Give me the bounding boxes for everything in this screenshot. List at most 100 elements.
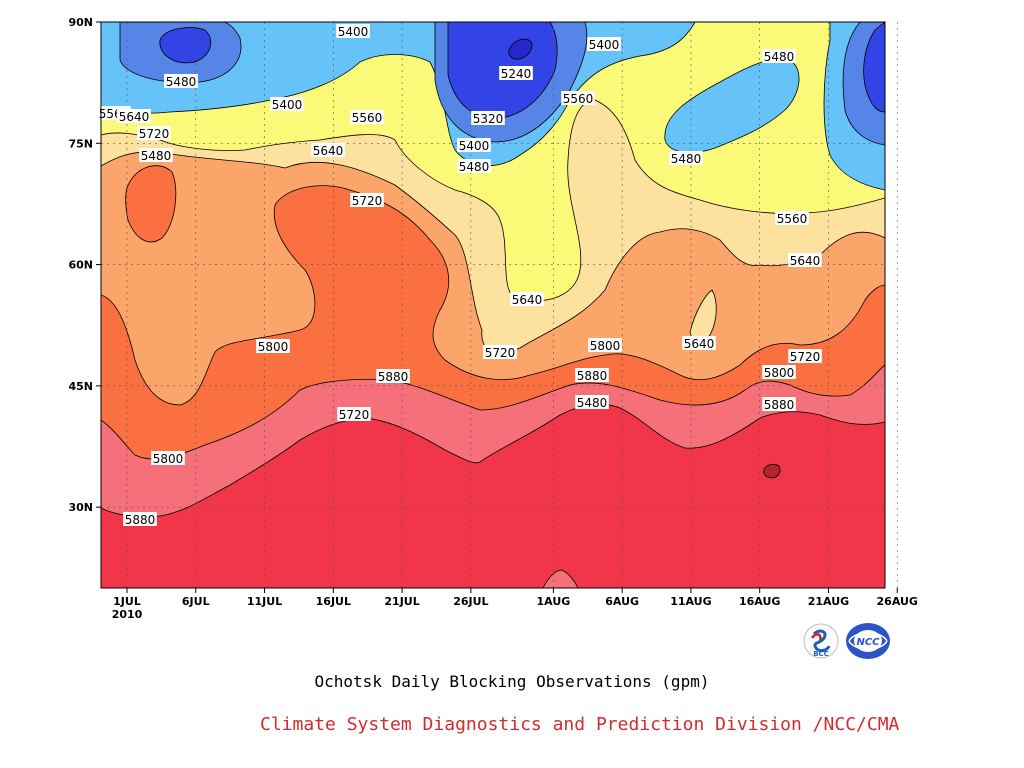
band-5400-5480-island — [664, 58, 800, 153]
contour-label-text: 5640 — [119, 110, 150, 124]
contour-label: 5800 — [762, 365, 796, 380]
contour-label-text: 5720 — [485, 346, 516, 360]
contour-label-bg — [376, 369, 410, 383]
contour-label-text: 5880 — [577, 369, 608, 383]
contour-label-bg — [117, 109, 151, 123]
contour-label-bg — [337, 407, 371, 421]
contour-label-text: 5400 — [459, 139, 490, 153]
x-tick-label: 1JUL — [113, 595, 141, 608]
contour-label-text: 5880 — [125, 513, 156, 527]
y-tick-label: 30N — [68, 501, 93, 514]
contour-label: 5400 — [457, 138, 491, 153]
contour-label: 5720 — [788, 349, 822, 364]
contour-label-bg — [336, 24, 370, 38]
contour-label-text: 5800 — [258, 340, 289, 354]
contour-fill-layer — [101, 22, 885, 588]
x-tick-year: 2010 — [112, 608, 143, 621]
contour-chart: 5400 5480 5560 5640 5720 5480 5400 5480 5560 5640… — [68, 16, 918, 621]
contour-label: 5640 — [682, 336, 716, 351]
contour-label: 5720 — [337, 407, 371, 422]
contour-label-bg — [499, 66, 533, 80]
contour-label-text: 5720 — [339, 408, 370, 422]
contour-label: 5880 — [123, 512, 157, 527]
contour-label: 5720 — [350, 193, 384, 208]
contour-label-text: 5320 — [473, 112, 504, 126]
contour-label: 5880 — [762, 397, 796, 412]
contour-label: 5640 — [117, 109, 151, 124]
contour-label-text: 5640 — [684, 337, 715, 351]
contour-label-text: 5640 — [512, 293, 543, 307]
contour-label-text: 5640 — [790, 254, 821, 268]
contour-label-text: 5240 — [501, 67, 532, 81]
contour-label-text: 5720 — [352, 194, 383, 208]
contour-label: 5480 — [575, 395, 609, 410]
contour-label: 5560 — [350, 110, 384, 125]
band-5720-5800-island — [125, 165, 177, 243]
band-gt-5960 — [763, 463, 781, 479]
contour-label-bg — [350, 110, 384, 124]
x-tick-label: 11AUG — [670, 595, 711, 608]
contour-label-text: 5720 — [790, 350, 821, 364]
contour-label: 5480 — [139, 148, 173, 163]
contour-label-bg — [762, 365, 796, 379]
contour-label: 5480 — [762, 49, 796, 64]
contour-label: 5800 — [151, 451, 185, 466]
band-gt-5880 — [101, 403, 885, 588]
contour-label: 5400 — [587, 37, 621, 52]
contour-label-text: 5800 — [764, 366, 795, 380]
contour-label-text: 5800 — [153, 452, 184, 466]
contour-label: 5240 — [499, 66, 533, 81]
contour-label-bg — [762, 49, 796, 63]
contour-label-bg — [471, 111, 505, 125]
plot-frame — [100, 21, 886, 589]
x-tick-label: 11JUL — [247, 595, 282, 608]
contour-label: 5880 — [575, 368, 609, 383]
contour-label-bg — [587, 37, 621, 51]
contour-label: 5560 — [561, 91, 595, 106]
contour-label-text: 5400 — [589, 38, 620, 52]
x-tick-label: 6JUL — [182, 595, 210, 608]
contour-label-bg — [510, 292, 544, 306]
y-tick-label: 90N — [68, 16, 93, 29]
contour-label: 5640 — [311, 143, 345, 158]
contour-label-text: 5480 — [141, 149, 172, 163]
contour-label: 5800 — [588, 338, 622, 353]
contour-label-bg — [256, 339, 290, 353]
contour-label: 5720 — [137, 126, 171, 141]
contour-label-bg — [139, 148, 173, 162]
band-gt-5960-south — [542, 569, 579, 588]
contour-label-bg — [457, 159, 491, 173]
contour-label-bg — [151, 451, 185, 465]
band-lt-5240 — [508, 38, 533, 60]
contour-label-bg — [762, 397, 796, 411]
credit-line: Climate System Diagnostics and Predictio… — [260, 714, 900, 735]
contour-label-bg — [137, 126, 171, 140]
contour-label-text: 5400 — [272, 98, 303, 112]
contour-label: 5480 — [669, 151, 703, 166]
contour-label-bg — [788, 253, 822, 267]
x-tick-label: 16JUL — [316, 595, 351, 608]
contour-label-text: 5480 — [764, 50, 795, 64]
contour-label-text: 5560 — [563, 92, 594, 106]
contour-label-bg — [788, 349, 822, 363]
contour-label-bg — [164, 74, 198, 88]
ncc-logo: NCC — [843, 620, 893, 662]
contour-label: 5640 — [510, 292, 544, 307]
contour-label-text: 5720 — [139, 127, 170, 141]
contour-label-text: 5480 — [459, 160, 490, 174]
svg-text:BCC: BCC — [813, 650, 829, 658]
contour-label: 5320 — [471, 111, 505, 126]
contour-label-bg — [123, 512, 157, 526]
contour-label-bg — [311, 143, 345, 157]
contour-label-bg — [350, 193, 384, 207]
x-tick-label: 21JUL — [384, 595, 419, 608]
contour-label-bg — [588, 338, 622, 352]
contour-label-text: 5880 — [764, 398, 795, 412]
contour-label-text: 5480 — [671, 152, 702, 166]
band-lt-5320-east — [863, 22, 885, 113]
y-tick-label: 75N — [68, 137, 93, 150]
grid-lines — [101, 22, 898, 588]
contour-label-text: 5400 — [338, 25, 369, 39]
contour-label: 5560 — [775, 211, 809, 226]
